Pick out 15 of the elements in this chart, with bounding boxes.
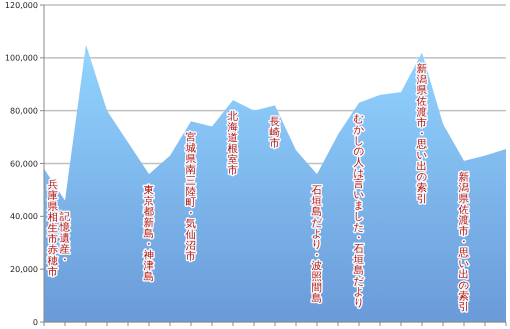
y-tick-label: 80,000 xyxy=(10,106,38,116)
category-label: 石垣島だより・波照間島 xyxy=(312,184,322,305)
x-tick-label: 北海道根室市 xyxy=(228,110,238,177)
category-label: 新潟県佐渡市・思い出の索引 xyxy=(458,171,470,314)
x-tick-label: 記憶遺産・ xyxy=(58,210,70,266)
y-tick-label: 40,000 xyxy=(10,212,38,222)
y-tick-label: 120,000 xyxy=(4,0,38,10)
y-tick-label: 100,000 xyxy=(4,54,38,63)
y-tick-label: 0 xyxy=(32,318,38,327)
y-tick-label: 60,000 xyxy=(10,159,38,168)
category-label: 新潟県佐渡市・思い出の索引 xyxy=(416,63,428,205)
category-label: 兵庫県相生市赤穂市 xyxy=(48,179,58,278)
x-tick-label: 長崎市 xyxy=(270,116,280,150)
y-tick-label: 20,000 xyxy=(10,264,38,274)
category-label: 東京都新島・神津島 xyxy=(144,184,154,284)
